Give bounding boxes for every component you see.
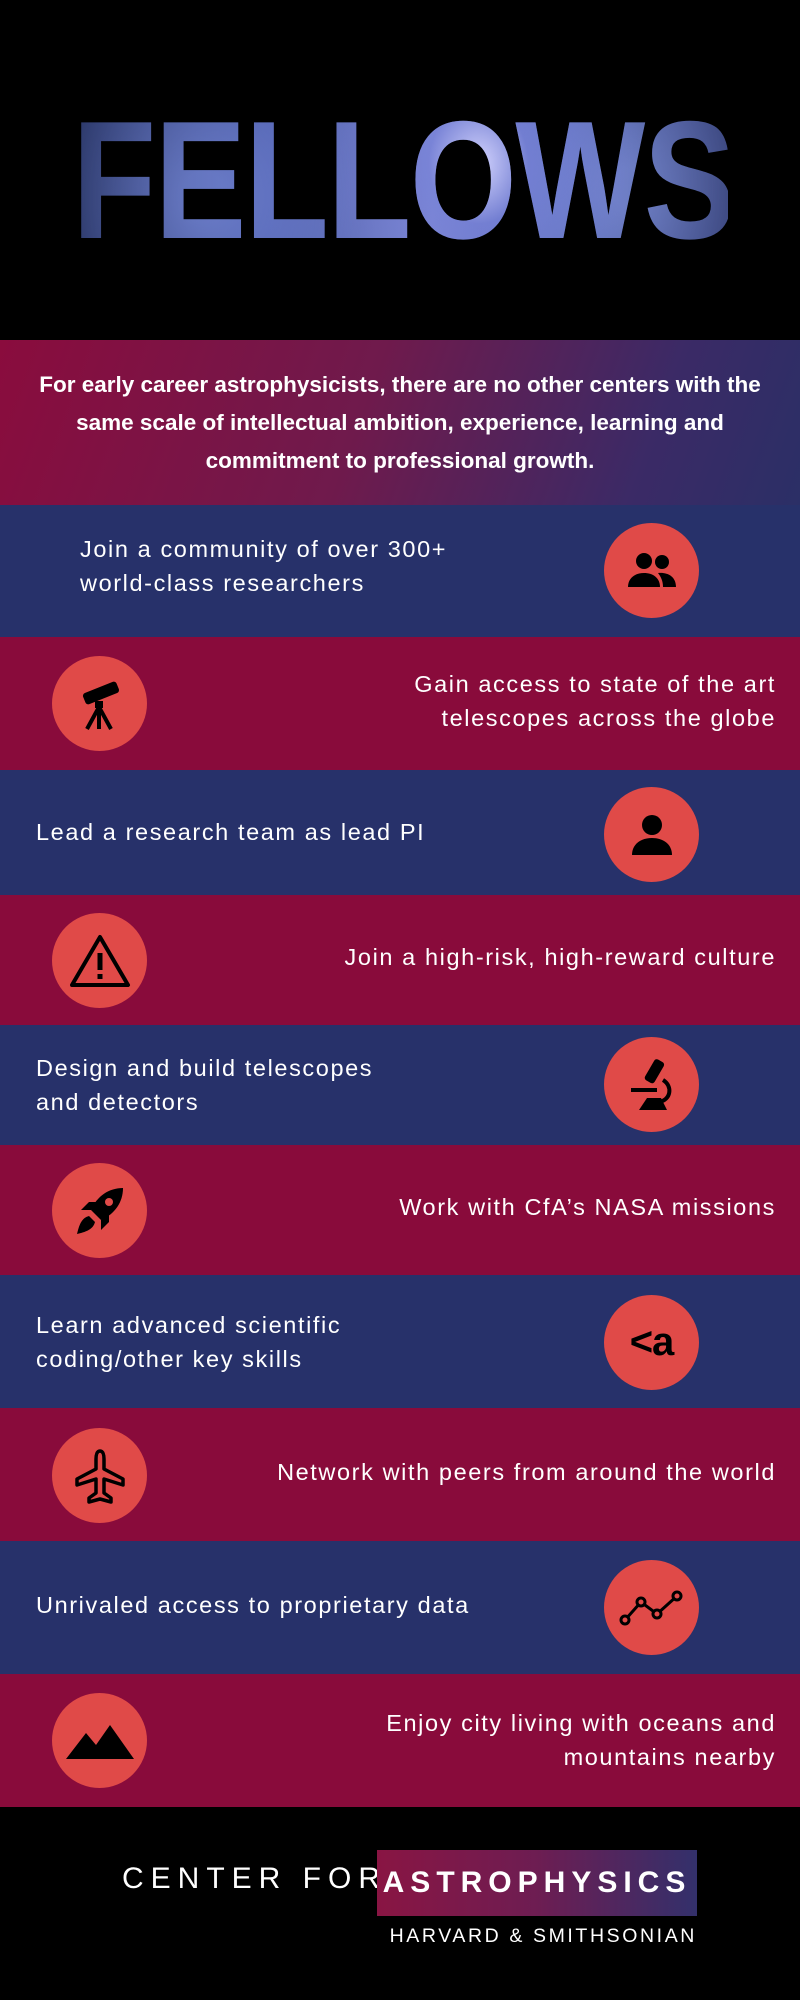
benefit-row-lead-pi: Lead a research team as lead PI (0, 770, 800, 895)
telescope-icon (52, 656, 147, 751)
benefit-text: Gain access to state of the art telescop… (414, 667, 776, 735)
logo-astrophysics-box: ASTROPHYSICS (377, 1850, 697, 1916)
people-icon (604, 523, 699, 618)
benefit-text: Lead a research team as lead PI (36, 815, 425, 849)
benefit-line: Work with CfA’s NASA missions (399, 1194, 776, 1220)
benefit-text: Join a high-risk, high-reward culture (345, 940, 776, 974)
page-title: FELLOWSHIPS (72, 86, 734, 274)
benefit-line: coding/other key skills (36, 1346, 303, 1372)
benefit-line: mountains nearby (563, 1744, 776, 1770)
line-graph-icon (604, 1560, 699, 1655)
logo-subtitle: HARVARD & SMITHSONIAN (389, 1925, 697, 1947)
code-icon-text: <a (629, 1320, 675, 1364)
logo-center-for: CENTER FOR (122, 1862, 387, 1895)
benefit-row-data: Unrivaled access to proprietary data (0, 1541, 800, 1674)
benefit-text: Network with peers from around the world (277, 1455, 776, 1489)
benefit-line: Unrivaled access to proprietary data (36, 1592, 470, 1618)
benefit-row-network: Network with peers from around the world (0, 1408, 800, 1541)
benefit-row-telescopes: Gain access to state of the art telescop… (0, 637, 800, 770)
benefit-row-coding: Learn advanced scientific coding/other k… (0, 1275, 800, 1408)
benefit-line: Lead a research team as lead PI (36, 819, 426, 845)
person-icon (604, 787, 699, 882)
benefit-row-city: Enjoy city living with oceans and mounta… (0, 1674, 800, 1807)
benefit-text: Unrivaled access to proprietary data (36, 1588, 470, 1622)
benefit-line: Network with peers from around the world (277, 1459, 776, 1485)
benefit-line: and detectors (36, 1089, 200, 1115)
rocket-icon (52, 1163, 147, 1258)
logo-astrophysics: ASTROPHYSICS (382, 1866, 692, 1899)
warning-icon (52, 913, 147, 1008)
airplane-icon (52, 1428, 147, 1523)
header: FELLOWSHIPS (0, 0, 800, 340)
code-icon: <a (604, 1295, 699, 1390)
benefit-row-nasa: Work with CfA’s NASA missions (0, 1145, 800, 1275)
benefit-line: world-class researchers (80, 570, 365, 596)
benefit-text: Learn advanced scientific coding/other k… (36, 1308, 341, 1376)
benefit-line: Gain access to state of the art (414, 671, 776, 697)
intro-band: For early career astrophysicists, there … (0, 340, 800, 505)
benefit-text: Enjoy city living with oceans and mounta… (386, 1706, 776, 1774)
mountain-icon (52, 1693, 147, 1788)
benefit-line: Enjoy city living with oceans and (386, 1710, 776, 1736)
benefit-line: Join a high-risk, high-reward culture (344, 944, 776, 970)
benefit-line: Learn advanced scientific (36, 1312, 342, 1338)
benefit-row-community: Join a community of over 300+ world-clas… (0, 505, 800, 637)
benefit-text: Design and build telescopes and detector… (36, 1051, 373, 1119)
benefit-text: Join a community of over 300+ world-clas… (80, 532, 447, 600)
benefit-row-culture: Join a high-risk, high-reward culture (0, 895, 800, 1025)
benefit-line: Join a community of over 300+ (80, 536, 448, 562)
microscope-icon (604, 1037, 699, 1132)
benefit-line: telescopes across the globe (441, 705, 776, 731)
intro-text: For early career astrophysicists, there … (39, 371, 761, 473)
benefit-row-design: Design and build telescopes and detector… (0, 1025, 800, 1145)
benefit-text: Work with CfA’s NASA missions (399, 1190, 776, 1224)
benefit-line: Design and build telescopes (36, 1055, 374, 1081)
